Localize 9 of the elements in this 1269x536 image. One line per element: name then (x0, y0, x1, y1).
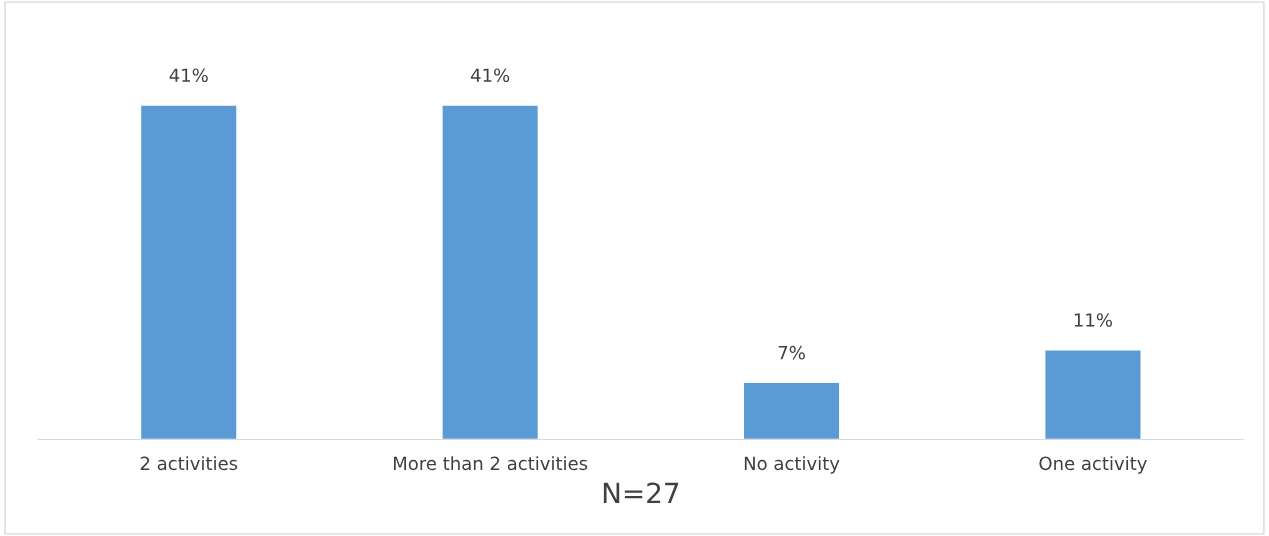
x-tick-label: One activity (1039, 456, 1147, 474)
x-axis-title: N=27 (603, 482, 679, 504)
x-tick-label: More than 2 activities (393, 456, 588, 471)
data-label: 41% (169, 68, 208, 83)
data-label: 41% (470, 68, 510, 83)
x-tick-label: No activity (744, 456, 840, 474)
data-label: 11% (1074, 313, 1112, 327)
x-tick-label: 2 activities (140, 456, 238, 471)
data-label: 7% (778, 345, 805, 360)
